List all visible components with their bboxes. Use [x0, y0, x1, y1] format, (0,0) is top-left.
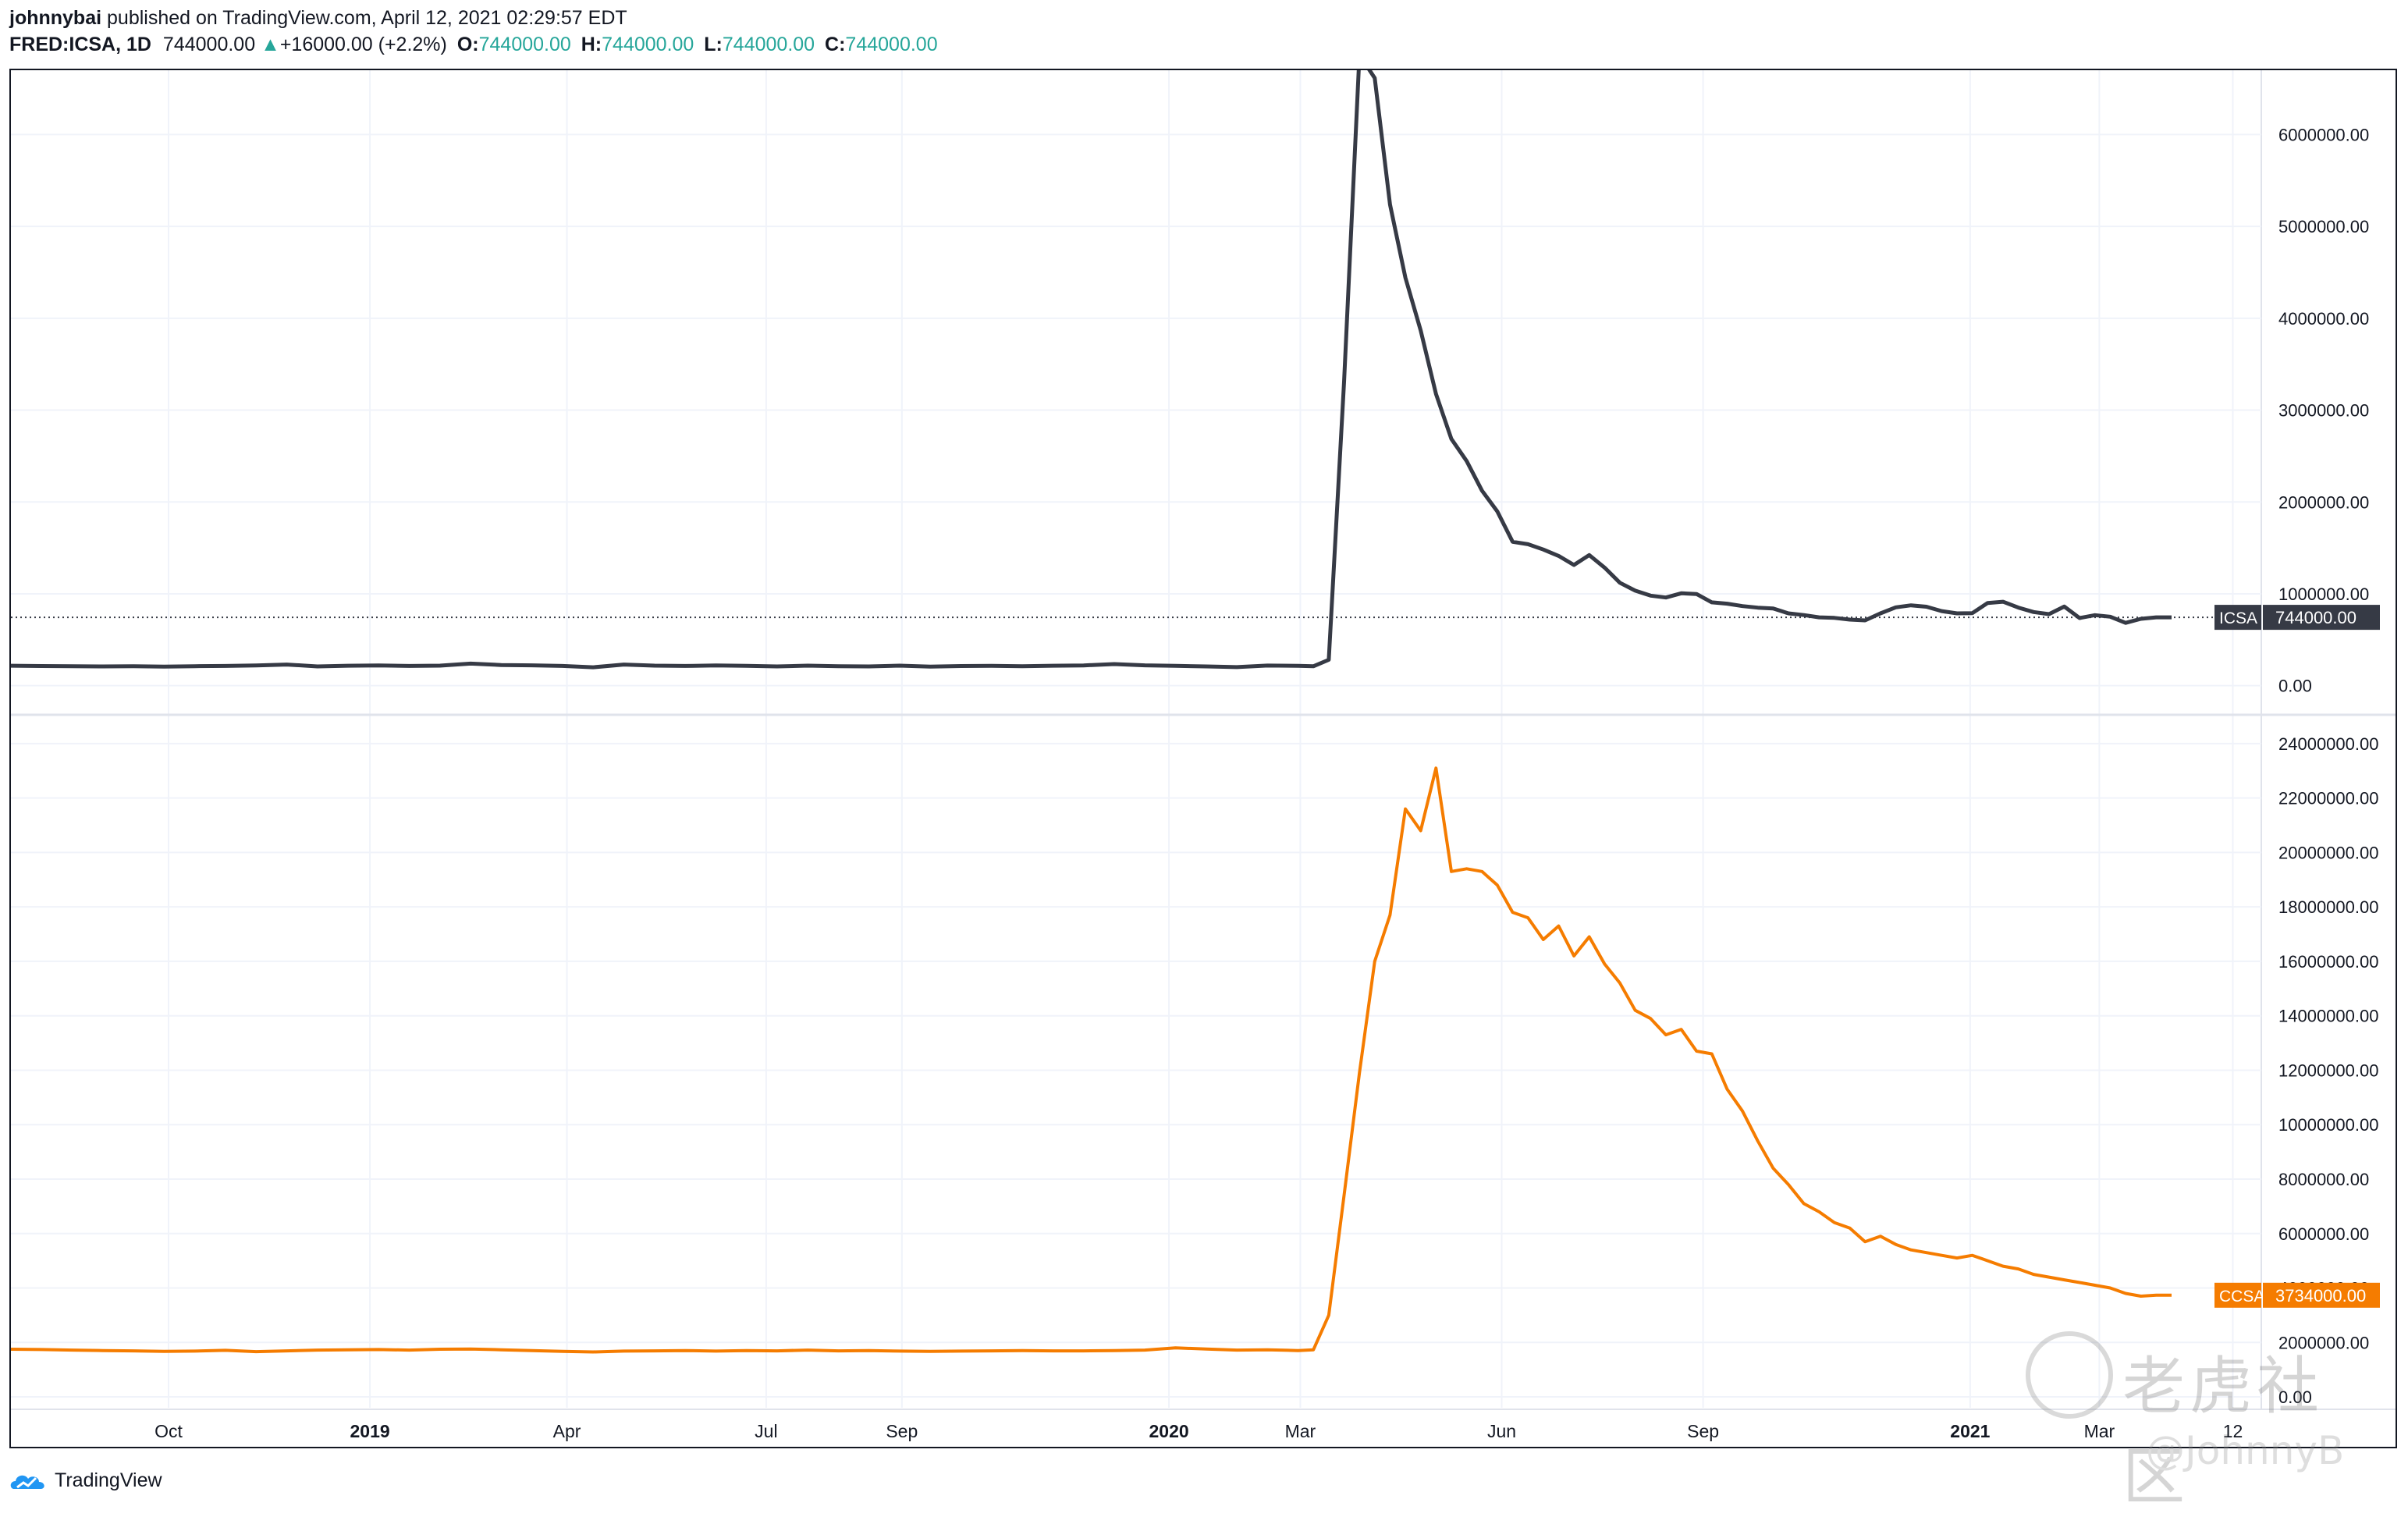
author-name[interactable]: johnnybai — [9, 7, 102, 29]
x-tick-label: 2020 — [1149, 1421, 1188, 1441]
y-tick-label: 24000000.00 — [2278, 734, 2378, 754]
low-value: 744000.00 — [722, 34, 815, 55]
publish-text: published on TradingView.com, April 12, … — [101, 7, 627, 29]
x-tick-label: Jun — [1487, 1421, 1516, 1441]
chart-area[interactable]: 6000000.00 5000000.00 4000000.00 3000000.00… — [9, 52, 2397, 1448]
close-label: C: — [825, 34, 846, 55]
x-tick-label: Jul — [755, 1421, 777, 1441]
x-tick-label: Mar — [2084, 1421, 2115, 1441]
y-tick-label: 4000000.00 — [2278, 309, 2369, 329]
y-tick-label: 6000000.00 — [2278, 125, 2369, 144]
last-label-tag: CCSA — [2219, 1288, 2264, 1306]
open-value: 744000.00 — [478, 34, 571, 55]
y-tick-label: 10000000.00 — [2278, 1115, 2378, 1135]
y-tick-label: 22000000.00 — [2278, 789, 2378, 808]
y-tick-label: 5000000.00 — [2278, 217, 2369, 236]
x-tick-label: 12 — [2223, 1421, 2243, 1441]
y-tick-label: 0.00 — [2278, 677, 2312, 696]
x-tick-label: 2019 — [350, 1421, 390, 1441]
last-label-tag-bg — [2214, 605, 2261, 631]
y-tick-label: 20000000.00 — [2278, 843, 2378, 862]
last-price: 744000.00 — [162, 34, 256, 55]
high-value: 744000.00 — [602, 34, 694, 55]
last-value-tag-bg — [2263, 605, 2380, 631]
low-label: L: — [704, 34, 723, 55]
price-change: +16000.00 (+2.2%) — [279, 34, 447, 55]
footer: TradingView — [9, 1467, 162, 1494]
tradingview-logo-icon[interactable] — [9, 1469, 48, 1492]
tradingview-brand[interactable]: TradingView — [55, 1469, 162, 1491]
x-tick-label: 2021 — [1950, 1421, 1990, 1441]
x-tick-label: Mar — [1285, 1421, 1316, 1441]
y-tick-label: 8000000.00 — [2278, 1170, 2369, 1189]
x-tick-label: Oct — [154, 1421, 183, 1441]
symbol-legend: FRED:ICSA, 1D 744000.00 ▲+16000.00 (+2.2… — [9, 33, 938, 56]
last-value-tag: 744000.00 — [2275, 608, 2357, 627]
open-label: O: — [456, 34, 479, 55]
y-tick-label: 18000000.00 — [2278, 897, 2378, 917]
y-tick-label: 1000000.00 — [2278, 584, 2369, 604]
series-line-ccsa — [10, 766, 2172, 1354]
symbol-name[interactable]: FRED:ICSA, 1D — [9, 34, 151, 55]
close-value: 744000.00 — [845, 34, 938, 55]
y-tick-label: 14000000.00 — [2278, 1007, 2378, 1026]
y-tick-label: 12000000.00 — [2278, 1060, 2378, 1080]
last-label-tag-bg — [2214, 1282, 2261, 1308]
last-label-tag: ICSA — [2219, 609, 2257, 627]
chart-svg[interactable]: 6000000.00 5000000.00 4000000.00 3000000.00… — [10, 52, 2396, 1447]
y-tick-label: 2000000.00 — [2278, 1333, 2369, 1352]
high-label: H: — [581, 34, 602, 55]
up-triangle-icon: ▲ — [261, 34, 280, 55]
x-tick-label: Sep — [1687, 1421, 1719, 1441]
x-tick-label: Sep — [886, 1421, 918, 1441]
series-line-icsa — [10, 52, 2172, 670]
y-tick-label: 0.00 — [2278, 1387, 2312, 1407]
last-value-tag: 3734000.00 — [2275, 1286, 2366, 1306]
y-tick-label: 16000000.00 — [2278, 952, 2378, 972]
y-tick-label: 3000000.00 — [2278, 401, 2369, 421]
y-tick-label: 2000000.00 — [2278, 492, 2369, 512]
publish-info: johnnybai published on TradingView.com, … — [9, 6, 627, 30]
x-tick-label: Apr — [553, 1421, 581, 1441]
last-value-tag-bg — [2263, 1282, 2380, 1308]
y-tick-label: 6000000.00 — [2278, 1224, 2369, 1244]
